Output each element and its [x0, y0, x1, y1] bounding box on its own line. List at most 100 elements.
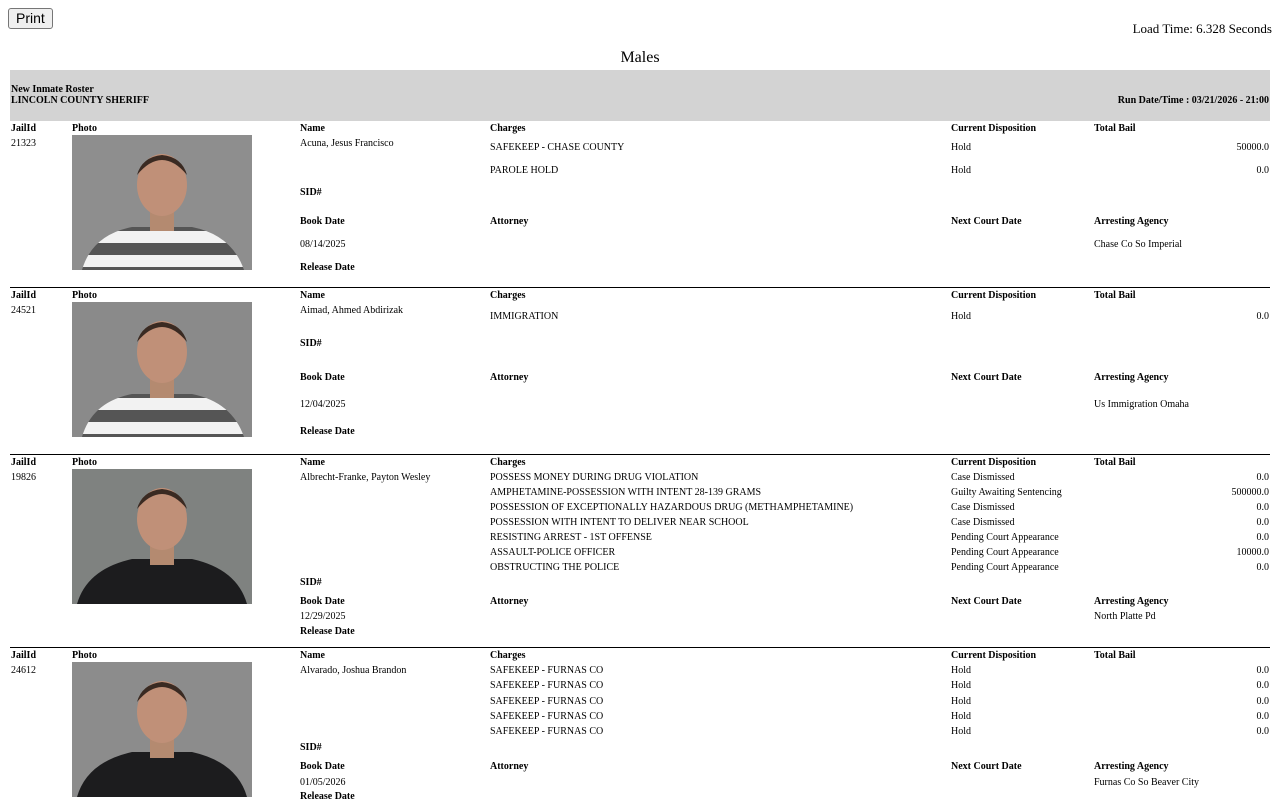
run-datetime: Run Date/Time : 03/21/2026 - 21:00 [1117, 95, 1269, 106]
inmate-name: Aimad, Ahmed Abdirizak [300, 305, 404, 316]
charge: AMPHETAMINE-POSSESSION WITH INTENT 28-13… [490, 487, 762, 498]
label-arresting-agency: Arresting Agency [1094, 372, 1169, 383]
print-button[interactable]: Print [8, 8, 53, 29]
jail-id: 19826 [11, 472, 36, 483]
charge-disposition: Hold [951, 695, 971, 707]
charge-disposition: Hold [951, 665, 971, 676]
inmate-photo [72, 135, 252, 270]
charge-bail: 0.0 [1256, 562, 1270, 573]
charge-bail: 0.0 [1256, 532, 1270, 543]
label-sid: SID# [300, 742, 322, 753]
label-name: Name [300, 650, 325, 661]
label-charges: Charges [490, 650, 526, 661]
label-disposition: Current Disposition [951, 123, 1037, 134]
book-date: 12/04/2025 [300, 399, 346, 410]
label-next-court-date: Next Court Date [951, 761, 1022, 772]
charge-disposition: Case Dismissed [951, 472, 1015, 483]
label-disposition: Current Disposition [951, 290, 1037, 301]
charge: SAFEKEEP - FURNAS CO [490, 695, 604, 707]
label-sid: SID# [300, 187, 322, 198]
book-date: 12/29/2025 [300, 611, 346, 622]
load-time: Load Time: 6.328 Seconds [1132, 21, 1272, 36]
label-jail-id: JailId [11, 123, 37, 134]
record-divider [10, 287, 1270, 288]
report-name: New Inmate Roster [11, 84, 94, 95]
label-total-bail: Total Bail [1094, 290, 1136, 301]
label-next-court-date: Next Court Date [951, 216, 1022, 227]
charge: SAFEKEEP - FURNAS CO [490, 665, 604, 676]
arresting-agency: Chase Co So Imperial [1094, 239, 1183, 250]
label-release-date: Release Date [300, 262, 355, 273]
charge: SAFEKEEP - FURNAS CO [490, 726, 604, 738]
arresting-agency: North Platte Pd [1094, 611, 1156, 622]
book-date: 01/05/2026 [300, 777, 346, 788]
charge-bail: 50000.0 [1236, 142, 1270, 153]
charge-bail: 0.0 [1256, 517, 1270, 528]
charge-bail: 0.0 [1256, 695, 1270, 707]
charge-disposition: Hold [951, 680, 971, 692]
charge: POSSESSION OF EXCEPTIONALLY HAZARDOUS DR… [490, 502, 854, 513]
inmate-photo [72, 469, 252, 604]
page-title: Males [620, 49, 660, 66]
charge: ASSAULT-POLICE OFFICER [490, 547, 616, 558]
charge-disposition: Hold [951, 311, 971, 322]
charge-bail: 0.0 [1256, 311, 1270, 322]
label-arresting-agency: Arresting Agency [1094, 596, 1169, 607]
label-charges: Charges [490, 457, 526, 468]
label-name: Name [300, 290, 325, 301]
charge: IMMIGRATION [490, 311, 559, 322]
record-divider [10, 647, 1270, 648]
charge: POSSESSION WITH INTENT TO DELIVER NEAR S… [490, 517, 749, 528]
inmate-name: Acuna, Jesus Francisco [300, 138, 394, 149]
charge: SAFEKEEP - FURNAS CO [490, 710, 604, 722]
inmate-name: Albrecht-Franke, Payton Wesley [300, 472, 431, 483]
arresting-agency: Us Immigration Omaha [1094, 399, 1189, 410]
label-disposition: Current Disposition [951, 650, 1037, 661]
record-divider [10, 454, 1270, 455]
charge: PAROLE HOLD [490, 165, 559, 176]
label-jail-id: JailId [11, 290, 37, 301]
charge-bail: 0.0 [1256, 665, 1270, 676]
arresting-agency: Furnas Co So Beaver City [1094, 777, 1199, 788]
charge-disposition: Hold [951, 165, 971, 176]
label-arresting-agency: Arresting Agency [1094, 216, 1169, 227]
label-photo: Photo [72, 650, 97, 661]
charge-bail: 0.0 [1256, 472, 1270, 483]
charge: SAFEKEEP - FURNAS CO [490, 680, 604, 692]
label-attorney: Attorney [490, 372, 529, 383]
inmate-photo [72, 302, 252, 437]
charge-disposition: Pending Court Appearance [951, 532, 1059, 543]
charge-disposition: Case Dismissed [951, 517, 1015, 528]
label-release-date: Release Date [300, 791, 355, 802]
label-next-court-date: Next Court Date [951, 596, 1022, 607]
charge-bail: 10000.0 [1236, 547, 1270, 558]
jail-id: 24521 [11, 305, 36, 316]
report-header: New Inmate Roster LINCOLN COUNTY SHERIFF… [10, 70, 1270, 121]
label-release-date: Release Date [300, 626, 355, 637]
label-book-date: Book Date [300, 216, 345, 227]
charge-disposition: Guilty Awaiting Sentencing [951, 487, 1062, 498]
label-attorney: Attorney [490, 216, 529, 227]
charge-disposition: Case Dismissed [951, 502, 1015, 513]
label-charges: Charges [490, 290, 526, 301]
book-date: 08/14/2025 [300, 239, 346, 250]
charge-disposition: Pending Court Appearance [951, 562, 1059, 573]
charge: SAFEKEEP - CHASE COUNTY [490, 142, 625, 153]
label-sid: SID# [300, 338, 322, 349]
charge-bail: 500000.0 [1231, 487, 1270, 498]
report-agency: LINCOLN COUNTY SHERIFF [11, 95, 149, 106]
jail-id: 21323 [11, 138, 36, 149]
inmate-name: Alvarado, Joshua Brandon [300, 665, 407, 676]
label-photo: Photo [72, 457, 97, 468]
charge: RESISTING ARREST - 1ST OFFENSE [490, 532, 652, 543]
label-book-date: Book Date [300, 372, 345, 383]
label-total-bail: Total Bail [1094, 123, 1136, 134]
label-attorney: Attorney [490, 761, 529, 772]
inmate-photo [72, 662, 252, 797]
jail-id: 24612 [11, 665, 36, 676]
label-attorney: Attorney [490, 596, 529, 607]
charge-bail: 0.0 [1256, 680, 1270, 692]
charge-disposition: Hold [951, 142, 971, 153]
label-jail-id: JailId [11, 650, 37, 661]
charge: POSSESS MONEY DURING DRUG VIOLATION [490, 472, 699, 483]
